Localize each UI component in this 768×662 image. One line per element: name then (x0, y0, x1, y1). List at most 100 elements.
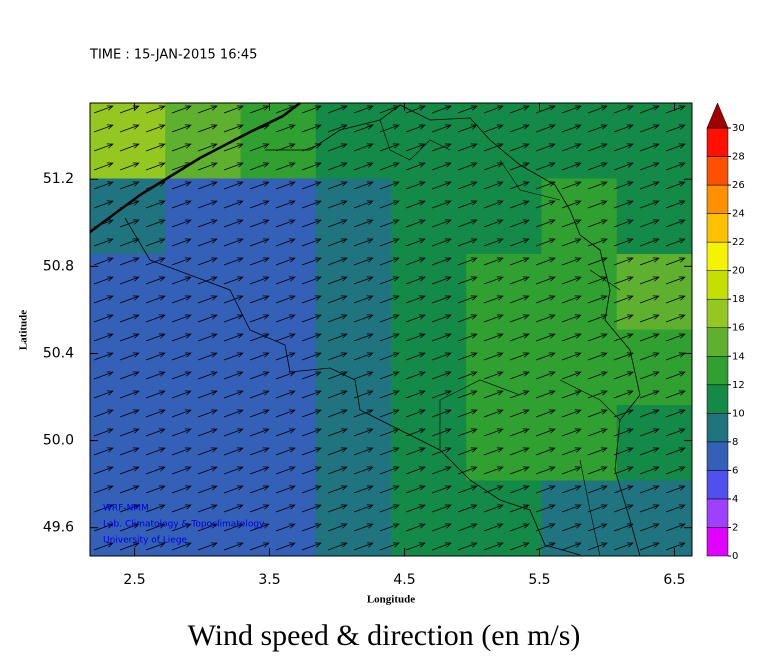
speed-cell (466, 480, 542, 557)
colorbar-bin (706, 441, 729, 471)
colorbar-tick-label: 22 (732, 237, 745, 248)
speed-cell (240, 480, 317, 557)
speed-cell (165, 103, 241, 179)
colorbar-bin (706, 327, 729, 357)
speed-cell (90, 329, 166, 406)
credit-line: WRF-NMM (103, 504, 149, 514)
y-tick-label: 50.4 (43, 345, 74, 361)
colorbar-tick-label: 18 (732, 294, 745, 305)
speed-cell (165, 254, 241, 330)
colorbar-tick-label: 6 (732, 465, 738, 476)
speed-cell (315, 329, 392, 406)
borders (89, 102, 641, 557)
colorbar-bin (706, 298, 729, 328)
speed-cell (616, 103, 693, 179)
x-tick-label: 5.5 (528, 572, 550, 588)
speed-cell (541, 178, 618, 255)
colorbar-tick-label: 28 (732, 152, 745, 163)
x-tick-label: 3.5 (258, 572, 280, 588)
speed-cell (315, 178, 392, 255)
speed-cell (466, 329, 542, 406)
speed-cell (315, 480, 392, 557)
y-tick-label: 50.8 (43, 258, 74, 274)
colorbar-tick-label: 24 (732, 209, 745, 220)
speed-cell (391, 405, 467, 481)
colorbar-bin (706, 156, 729, 186)
speed-cell (240, 329, 317, 406)
colorbar-tick-label: 12 (732, 380, 745, 391)
map-title: Wind speed & direction (en m/s) (188, 619, 581, 652)
x-tick-label: 4.5 (393, 572, 415, 588)
speed-cell (541, 405, 618, 481)
y-axis-label: Latitude (18, 310, 30, 350)
speed-cell (541, 329, 618, 406)
speed-cell (165, 329, 241, 406)
y-tick-label: 51.2 (43, 171, 74, 187)
coastline (89, 102, 301, 234)
speed-cell (466, 405, 542, 481)
colorbar-bin (706, 470, 729, 500)
speed-cell (466, 103, 542, 179)
credit-line: University of Liege (103, 536, 188, 546)
speed-cell (240, 178, 317, 255)
speed-cell (165, 405, 241, 481)
colorbar-tick-label: 4 (732, 494, 738, 505)
credit-line: Lab. Climatology & Topoclimatology (103, 520, 265, 530)
border (265, 104, 641, 557)
colorbar-bin (706, 413, 729, 443)
speed-cell (616, 405, 693, 481)
speed-cell (391, 480, 467, 557)
plot-frame (89, 102, 693, 557)
speed-cell (391, 329, 467, 406)
colorbar-bin (706, 527, 729, 557)
overlay (90, 103, 692, 556)
colorbar-bin (706, 270, 729, 300)
border (124, 217, 581, 556)
time-label: TIME : 15-JAN-2015 16:45 (89, 48, 257, 63)
colorbar-tick-label: 2 (732, 522, 738, 533)
y-tick-label: 49.6 (43, 520, 74, 536)
speed-cell (90, 254, 166, 330)
colorbar-bin (706, 356, 729, 386)
colorbar-bin (706, 127, 729, 157)
speed-cell (391, 178, 467, 255)
province-border (379, 119, 621, 557)
colorbar-bin (706, 498, 729, 528)
colorbar-tick-label: 30 (732, 123, 745, 134)
speed-cell (165, 480, 241, 557)
speed-cell (541, 254, 618, 330)
speed-cell (90, 405, 166, 481)
colorbar-bin (706, 213, 729, 243)
credits: WRF-NMM Lab. Climatology & Topoclimatolog… (103, 504, 265, 546)
x-axis-label: Longitude (367, 594, 415, 606)
colorbar-bin (706, 184, 729, 214)
speed-cell (466, 254, 542, 330)
y-tick-label: 50.0 (43, 433, 74, 449)
speed-cell (466, 178, 542, 255)
colorbar-bin (706, 384, 729, 414)
colorbar-tick-label: 14 (732, 351, 745, 362)
x-tick-label: 2.5 (123, 572, 145, 588)
speed-cell (541, 103, 618, 179)
colorbar-tick-label: 20 (732, 266, 745, 277)
speed-cell (315, 405, 392, 481)
wind-arrows (93, 105, 686, 551)
colorbar-tick-label: 8 (732, 437, 738, 448)
speed-cell (90, 178, 166, 255)
colorbar-tick-label: 16 (732, 323, 745, 334)
speed-cell (391, 254, 467, 330)
speed-cell (165, 178, 241, 255)
speed-cell (90, 480, 166, 557)
speed-cell (315, 103, 392, 179)
colorbar-extend (706, 102, 729, 129)
colorbar-tick-label: 0 (732, 551, 738, 562)
colorbar-tick-label: 10 (732, 408, 745, 419)
colorbar-tick-label: 26 (732, 180, 745, 191)
speed-cell (240, 405, 317, 481)
colorbar-bin (706, 241, 729, 271)
speed-cell (90, 103, 166, 179)
x-tick-label: 6.5 (663, 572, 685, 588)
speed-cell (315, 254, 392, 330)
